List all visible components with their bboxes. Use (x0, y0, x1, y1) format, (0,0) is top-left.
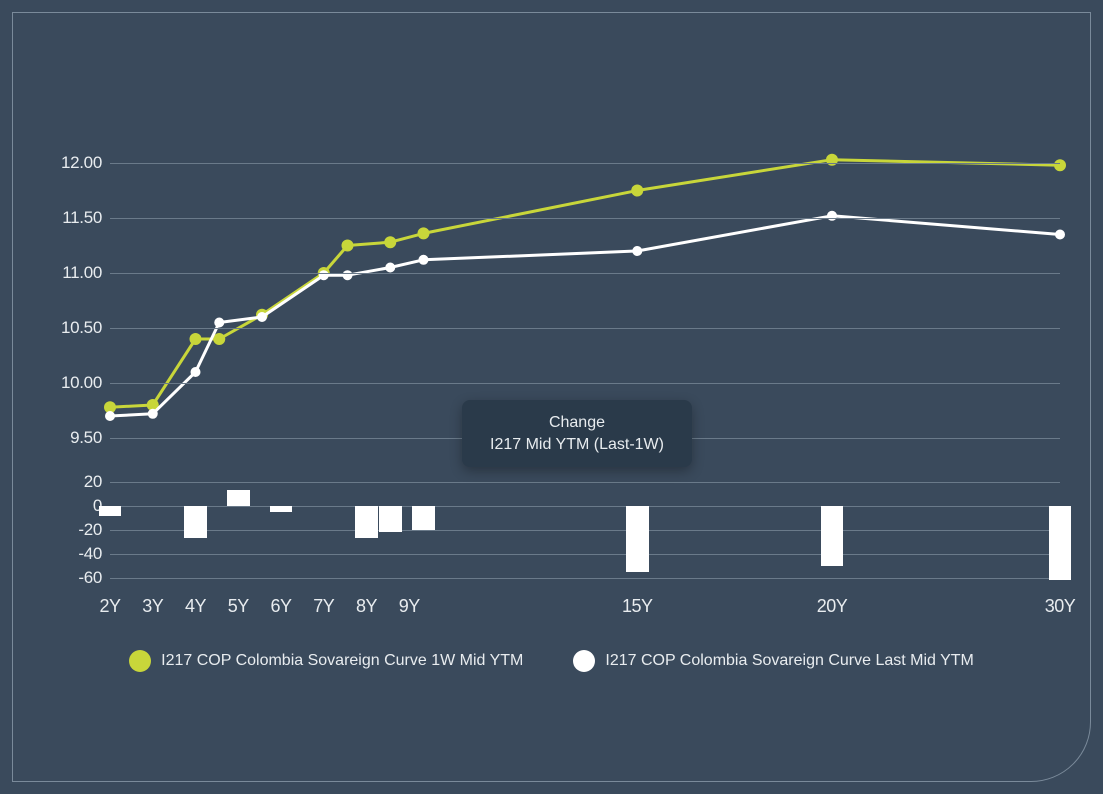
change-bar (227, 490, 250, 506)
series-marker (214, 318, 224, 328)
chart-container: 9.50 10.00 10.50 11.00 11.50 12.00 -60-40-200… (50, 130, 1060, 600)
x-axis-label: 20Y (817, 590, 848, 617)
series-marker (384, 236, 396, 248)
bar-gridline (110, 482, 1060, 483)
series-line (110, 216, 1060, 416)
bar-gridline (110, 578, 1060, 579)
change-bar (270, 506, 293, 512)
legend-label-last: I217 COP Colombia Sovareign Curve Last M… (605, 652, 973, 670)
y-axis-label: 10.00 (61, 373, 110, 393)
series-marker (1054, 159, 1066, 171)
gridline (110, 163, 1060, 164)
x-axis-label: 8Y (356, 590, 377, 617)
legend-item-1w: I217 COP Colombia Sovareign Curve 1W Mid… (129, 650, 523, 672)
y-axis-label: 9.50 (70, 428, 110, 448)
series-line (110, 160, 1060, 408)
bar-gridline (110, 554, 1060, 555)
series-marker (257, 312, 267, 322)
change-bar (1049, 506, 1072, 580)
change-tooltip: Change I217 Mid YTM (Last-1W) (462, 400, 692, 467)
change-bar (412, 506, 435, 530)
y-axis-label: 11.50 (62, 208, 110, 228)
series-marker (1055, 230, 1065, 240)
series-marker (385, 263, 395, 273)
x-axis-label: 2Y (99, 590, 120, 617)
change-bar (821, 506, 844, 566)
y-axis-label: 10.50 (61, 318, 110, 338)
series-marker (105, 411, 115, 421)
gridline (110, 273, 1060, 274)
gridline (110, 218, 1060, 219)
gridline (110, 328, 1060, 329)
legend: I217 COP Colombia Sovareign Curve 1W Mid… (0, 650, 1103, 672)
bar-plot-area: -60-40-200202Y3Y4Y5Y6Y7Y8Y9Y15Y20Y30Y (110, 470, 1060, 590)
change-bar (99, 506, 122, 516)
x-axis-label: 3Y (142, 590, 163, 617)
x-axis-label: 6Y (270, 590, 291, 617)
series-marker (631, 185, 643, 197)
change-bar (626, 506, 649, 572)
series-marker (148, 409, 158, 419)
bar-y-axis-label: 20 (84, 472, 110, 492)
x-axis-label: 9Y (399, 590, 420, 617)
series-marker (343, 270, 353, 280)
y-axis-label: 12.00 (61, 153, 110, 173)
legend-dot-last (573, 650, 595, 672)
change-bar (355, 506, 378, 538)
legend-label-1w: I217 COP Colombia Sovareign Curve 1W Mid… (161, 652, 523, 670)
series-marker (418, 227, 430, 239)
series-marker (191, 367, 201, 377)
x-axis-label: 15Y (622, 590, 653, 617)
x-axis-label: 30Y (1045, 590, 1076, 617)
series-marker (213, 333, 225, 345)
x-axis-label: 4Y (185, 590, 206, 617)
y-axis-label: 11.00 (62, 263, 110, 283)
series-marker (319, 270, 329, 280)
bar-gridline (110, 530, 1060, 531)
series-marker (632, 246, 642, 256)
change-bar (184, 506, 207, 538)
bar-y-axis-label: -20 (78, 520, 110, 540)
change-bar (379, 506, 402, 532)
tooltip-line1: Change (490, 412, 664, 434)
tooltip-line2: I217 Mid YTM (Last-1W) (490, 434, 664, 456)
legend-item-last: I217 COP Colombia Sovareign Curve Last M… (573, 650, 973, 672)
series-marker (827, 211, 837, 221)
bar-gridline (110, 506, 1060, 507)
bar-y-axis-label: -40 (78, 544, 110, 564)
x-axis-label: 5Y (228, 590, 249, 617)
series-marker (419, 255, 429, 265)
series-marker (342, 240, 354, 252)
bar-y-axis-label: -60 (78, 568, 110, 588)
x-axis-label: 7Y (313, 590, 334, 617)
gridline (110, 383, 1060, 384)
series-marker (190, 333, 202, 345)
legend-dot-1w (129, 650, 151, 672)
